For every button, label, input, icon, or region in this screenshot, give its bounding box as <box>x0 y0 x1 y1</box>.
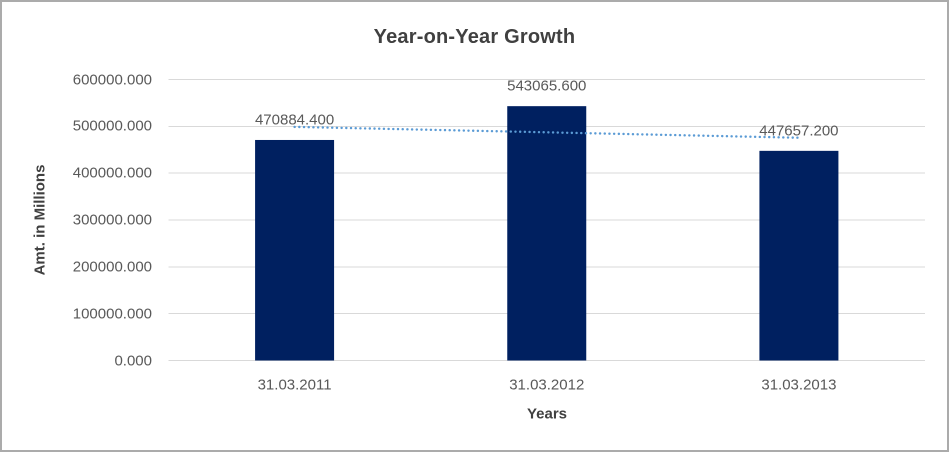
x-axis-title: Years <box>526 405 568 423</box>
chart-title: Year-on-Year Growth <box>373 26 576 48</box>
trendline <box>293 125 801 139</box>
bar-31.03.2012 <box>507 106 587 361</box>
bar-31.03.2011 <box>255 139 335 361</box>
bar-31.03.2013 <box>759 150 839 361</box>
